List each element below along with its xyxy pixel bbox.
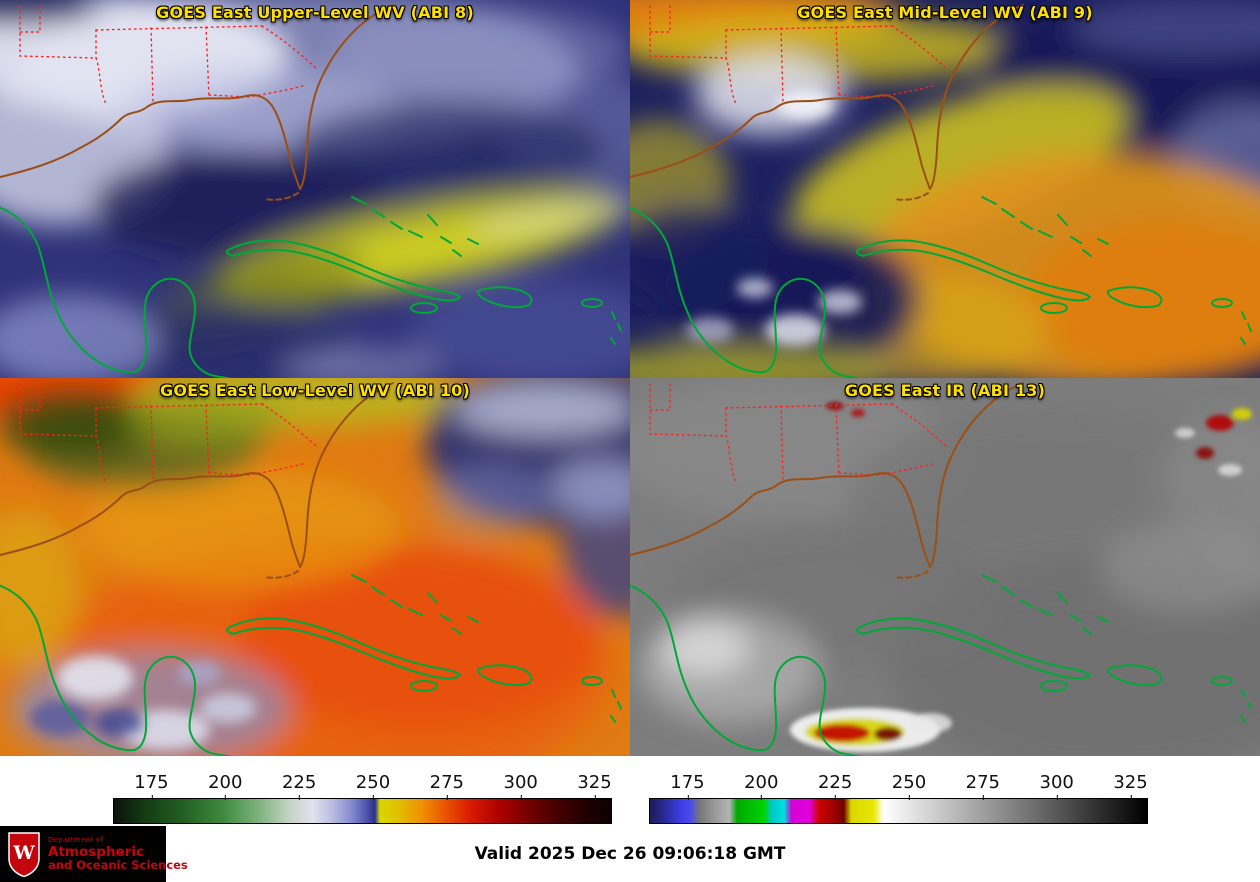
- panel-ir[interactable]: GOES East IR (ABI 13): [630, 378, 1260, 756]
- panel-low-level-wv[interactable]: GOES East Low-Level WV (ABI 10): [0, 378, 630, 756]
- low-level-wv-image: [0, 378, 630, 756]
- tick-label: 200: [208, 772, 243, 800]
- uw-crest-icon: W: [8, 832, 40, 877]
- tick-label: 300: [503, 772, 538, 800]
- upper-level-wv-image: [0, 0, 630, 378]
- tick-label: 325: [577, 772, 612, 800]
- ir-image: [630, 378, 1260, 756]
- panel-mid-level-wv[interactable]: GOES East Mid-Level WV (ABI 9): [630, 0, 1260, 378]
- tick-label: 225: [817, 772, 853, 800]
- tick-label: 275: [429, 772, 465, 800]
- panel-upper-level-wv[interactable]: GOES East Upper-Level WV (ABI 8): [0, 0, 630, 378]
- tick-label: 175: [670, 772, 705, 800]
- mid-level-wv-image: [630, 0, 1260, 378]
- colorbar-ir: 175 200 225 250 275 300 325: [649, 756, 1148, 826]
- satellite-panel-grid: GOES East Upper-Level WV (ABI 8): [0, 0, 1260, 756]
- colorbar-ir-ticks: 175 200 225 250 275 300 325: [649, 772, 1148, 800]
- colorbar-row: 175 200 225 250 275 300 325 175 200 225 …: [0, 756, 1260, 826]
- tick-label: 275: [965, 772, 1001, 800]
- tick-label: 300: [1039, 772, 1074, 800]
- tick-label: 250: [891, 772, 927, 800]
- tick-label: 225: [281, 772, 317, 800]
- ir-colorbar-gradient: [649, 798, 1148, 824]
- wv-colorbar-gradient: [113, 798, 612, 824]
- footer: Valid 2025 Dec 26 09:06:18 GMT W Departm…: [0, 826, 1260, 882]
- tick-label: 250: [355, 772, 391, 800]
- logo-text: Department of Atmospheric and Oceanic Sc…: [48, 836, 188, 872]
- tick-label: 325: [1113, 772, 1148, 800]
- colorbar-wv: 175 200 225 250 275 300 325: [113, 756, 612, 826]
- logo-line-2: and Oceanic Sciences: [48, 857, 188, 872]
- tick-label: 175: [134, 772, 169, 800]
- tick-label: 200: [744, 772, 779, 800]
- crest-letter: W: [12, 842, 35, 864]
- valid-time: Valid 2025 Dec 26 09:06:18 GMT: [474, 844, 786, 864]
- logo-dept-line: Department of: [48, 836, 104, 845]
- aos-department-logo[interactable]: W Department of Atmospheric and Oceanic …: [0, 826, 188, 882]
- logo-line-1: Atmospheric: [48, 843, 144, 860]
- colorbar-wv-ticks: 175 200 225 250 275 300 325: [113, 772, 612, 800]
